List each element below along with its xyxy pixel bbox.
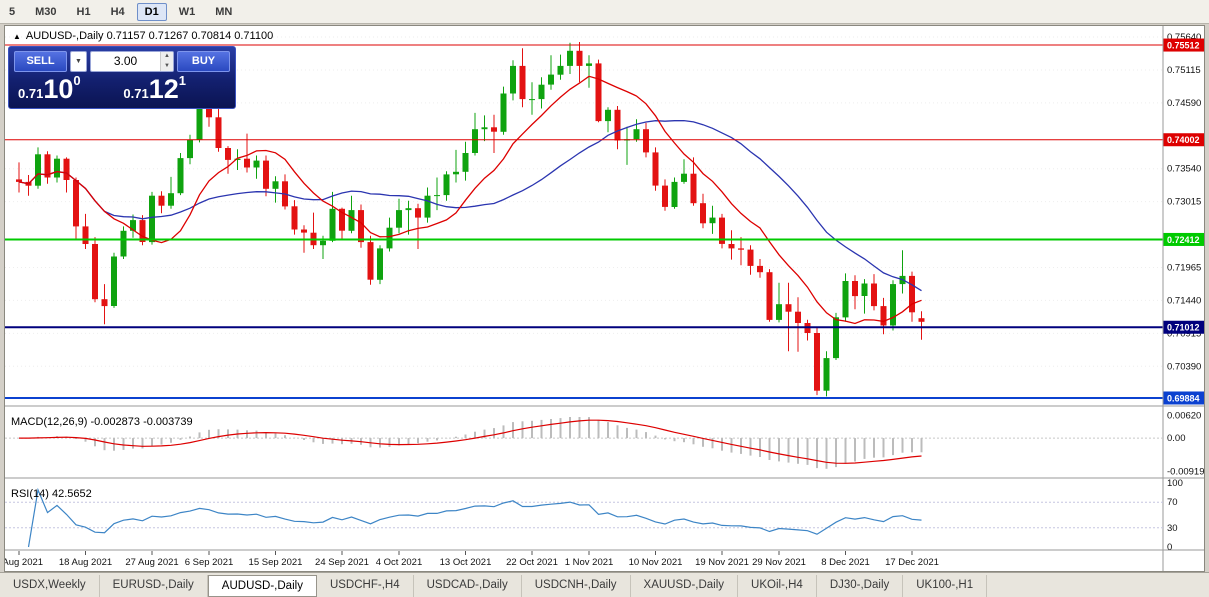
- lot-preset-dropdown[interactable]: ▼: [70, 51, 87, 72]
- svg-text:0.00: 0.00: [1167, 433, 1186, 444]
- chart-tab-eurusd-daily[interactable]: EURUSD-,Daily: [100, 575, 208, 597]
- time-axis: 9 Aug 2021 18 Aug 2021 27 Aug 2021 6 Sep 20…: [5, 551, 939, 568]
- lot-stepper: ▲ ▼: [160, 52, 173, 71]
- svg-text:22 Oct 2021: 22 Oct 2021: [506, 557, 558, 568]
- svg-text:-0.00919: -0.00919: [1167, 466, 1204, 477]
- svg-text:4 Oct 2021: 4 Oct 2021: [376, 557, 422, 568]
- svg-text:0.75512: 0.75512: [1167, 41, 1200, 51]
- chart-window: 0.75640 0.75115 0.74590 0.73540 0.73015 0.719…: [4, 25, 1205, 572]
- chart-tab-usdcad-daily[interactable]: USDCAD-,Daily: [414, 575, 522, 597]
- chart-tab-usdcnh-daily[interactable]: USDCNH-,Daily: [522, 575, 631, 597]
- chart-tab-ukoil-h4[interactable]: UKOil-,H4: [738, 575, 817, 597]
- chevron-down-icon: ▼: [75, 58, 82, 65]
- lot-size-field: 3.00 ▲ ▼: [90, 51, 174, 72]
- svg-text:10 Nov 2021: 10 Nov 2021: [629, 557, 683, 568]
- macd-axis: 0.00620 0.00 -0.00919: [1167, 411, 1204, 478]
- svg-text:8 Dec 2021: 8 Dec 2021: [821, 557, 870, 568]
- svg-text:19 Nov 2021: 19 Nov 2021: [695, 557, 749, 568]
- hline-0.71012[interactable]: 0.71012: [5, 320, 1204, 334]
- timeframe-toolbar: 5 M30 H1 H4 D1 W1 MN: [0, 0, 1209, 24]
- chart-canvas[interactable]: 0.75640 0.75115 0.74590 0.73540 0.73015 0.719…: [5, 26, 1204, 571]
- chart-tab-bar: USDX,Weekly EURUSD-,Daily AUDUSD-,Daily USD…: [0, 572, 1209, 597]
- svg-text:13 Oct 2021: 13 Oct 2021: [440, 557, 492, 568]
- svg-text:29 Nov 2021: 29 Nov 2021: [752, 557, 806, 568]
- svg-text:0.73540: 0.73540: [1167, 164, 1201, 175]
- svg-text:30: 30: [1167, 523, 1178, 534]
- svg-text:1 Nov 2021: 1 Nov 2021: [565, 557, 614, 568]
- svg-text:18 Aug 2021: 18 Aug 2021: [59, 557, 112, 568]
- buy-price: 0.71121: [123, 73, 186, 104]
- svg-text:0.73015: 0.73015: [1167, 197, 1201, 208]
- svg-text:0.75115: 0.75115: [1167, 65, 1201, 76]
- svg-text:0.71965: 0.71965: [1167, 262, 1201, 273]
- chart-tab-usdchf-h4[interactable]: USDCHF-,H4: [317, 575, 414, 597]
- rsi-axis: 100 70 30 0: [1167, 478, 1183, 553]
- svg-text:0.71440: 0.71440: [1167, 295, 1201, 306]
- svg-text:70: 70: [1167, 497, 1178, 508]
- timeframe-button-w1[interactable]: W1: [178, 5, 196, 18]
- svg-text:0.75640: 0.75640: [1167, 32, 1201, 43]
- svg-text:0.70915: 0.70915: [1167, 328, 1201, 339]
- hline-0.69884[interactable]: 0.69884: [5, 391, 1204, 405]
- one-click-trading-panel: SELL ▼ 3.00 ▲ ▼ BUY 0.71100 0.71121: [8, 46, 236, 109]
- sell-price: 0.71100: [18, 73, 81, 104]
- macd-signal-line: [19, 419, 922, 464]
- timeframe-button-mn[interactable]: MN: [215, 5, 233, 18]
- timeframe-button-5[interactable]: 5: [9, 5, 16, 18]
- svg-text:0.74590: 0.74590: [1167, 98, 1201, 109]
- chart-tab-audusd-daily[interactable]: AUDUSD-,Daily: [207, 575, 317, 597]
- timeframe-button-d1[interactable]: D1: [136, 2, 167, 21]
- timeframe-button-h4[interactable]: H4: [110, 5, 125, 18]
- macd-histogram: [27, 417, 923, 469]
- buy-button[interactable]: BUY: [177, 51, 230, 72]
- hline-0.72412[interactable]: 0.72412: [5, 232, 1204, 246]
- svg-text:0.74002: 0.74002: [1167, 135, 1200, 145]
- svg-text:9 Aug 2021: 9 Aug 2021: [5, 557, 43, 568]
- ma-slow-line: [18, 119, 922, 292]
- timeframe-button-m30[interactable]: M30: [35, 5, 57, 18]
- rsi-levels: [5, 501, 1163, 529]
- chart-tab-xauusd-daily[interactable]: XAUUSD-,Daily: [631, 575, 739, 597]
- lot-increase-button[interactable]: ▲: [164, 53, 170, 59]
- svg-text:15 Sep 2021: 15 Sep 2021: [249, 557, 303, 568]
- pane-separators: [5, 26, 1204, 571]
- svg-text:27 Aug 2021: 27 Aug 2021: [125, 557, 178, 568]
- svg-text:24 Sep 2021: 24 Sep 2021: [315, 557, 369, 568]
- hline-0.74002[interactable]: 0.74002: [5, 133, 1204, 147]
- svg-text:0.00620: 0.00620: [1167, 411, 1201, 422]
- svg-text:0.69884: 0.69884: [1167, 393, 1200, 403]
- lot-size-input[interactable]: 3.00: [113, 54, 138, 68]
- candles: [16, 42, 925, 397]
- svg-text:0.71012: 0.71012: [1167, 323, 1200, 333]
- rsi-line: [27, 487, 922, 548]
- chart-tab-usdx-weekly[interactable]: USDX,Weekly: [0, 575, 100, 597]
- timeframe-button-h1[interactable]: H1: [76, 5, 91, 18]
- sell-button[interactable]: SELL: [14, 51, 67, 72]
- svg-text:0.70390: 0.70390: [1167, 361, 1201, 372]
- chart-tab-dj30-daily[interactable]: DJ30-,Daily: [817, 575, 904, 597]
- svg-text:0: 0: [1167, 542, 1172, 553]
- svg-text:6 Sep 2021: 6 Sep 2021: [185, 557, 234, 568]
- lot-decrease-button[interactable]: ▼: [164, 62, 170, 69]
- svg-text:0.72412: 0.72412: [1167, 235, 1200, 245]
- hline-0.75512[interactable]: 0.75512: [5, 38, 1204, 52]
- svg-text:100: 100: [1167, 478, 1183, 489]
- svg-text:17 Dec 2021: 17 Dec 2021: [885, 557, 939, 568]
- chart-tab-uk100-h1[interactable]: UK100-,H1: [903, 575, 988, 597]
- collapse-one-click-icon[interactable]: ▲: [13, 32, 21, 41]
